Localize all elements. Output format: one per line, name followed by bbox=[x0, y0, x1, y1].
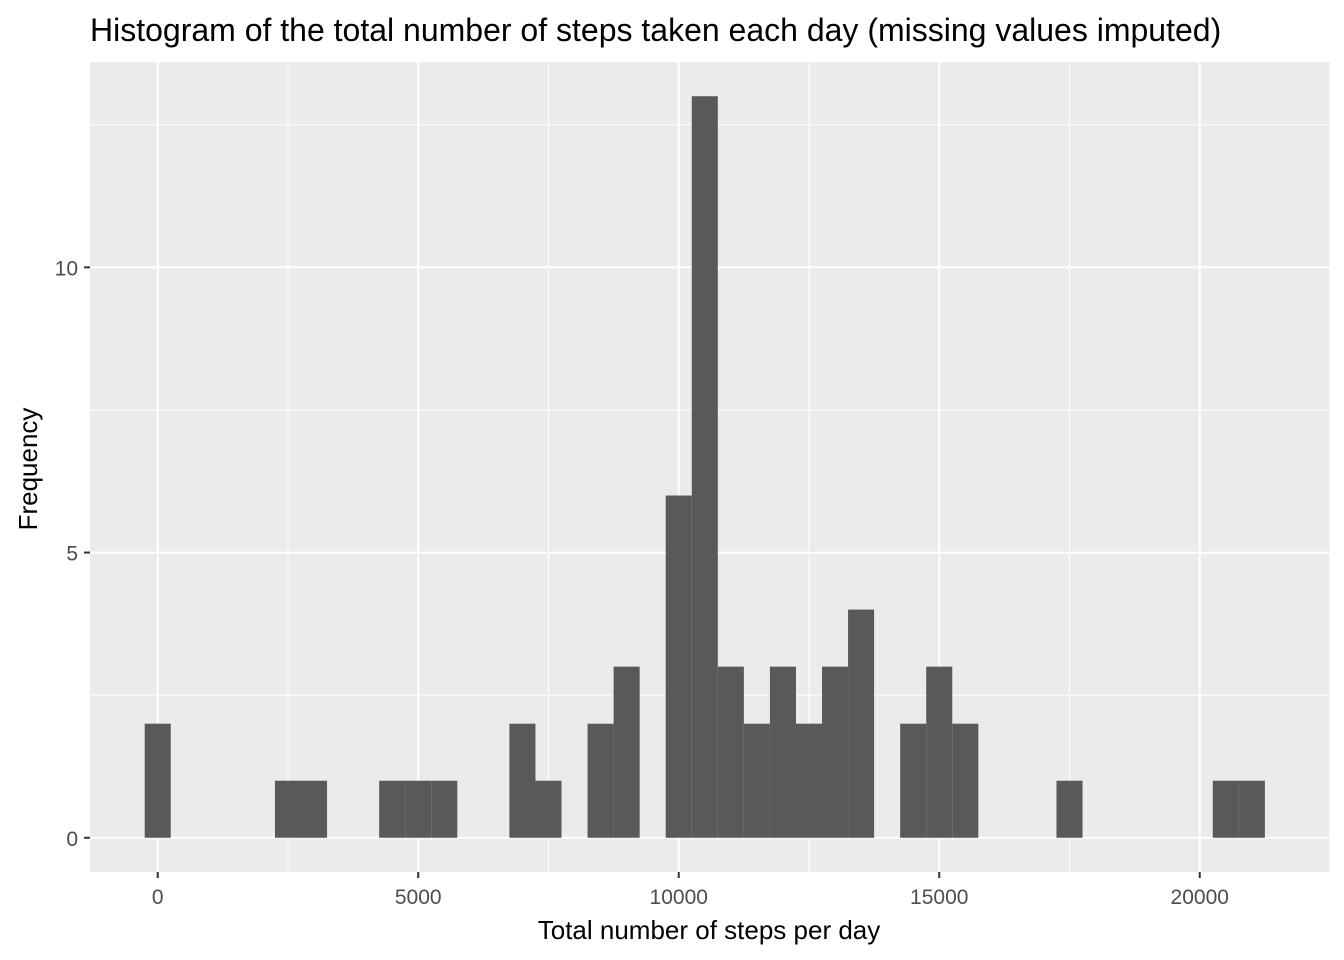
histogram-bar bbox=[717, 666, 744, 838]
x-tick-label: 0 bbox=[152, 886, 164, 909]
x-axis-label: Total number of steps per day bbox=[538, 915, 881, 945]
histogram-bar bbox=[274, 780, 302, 838]
histogram-bar bbox=[691, 96, 718, 838]
x-tick-label: 10000 bbox=[650, 886, 708, 909]
y-axis-label: Frequency bbox=[13, 408, 43, 531]
chart-title: Histogram of the total number of steps t… bbox=[90, 12, 1221, 48]
histogram-bar bbox=[769, 666, 796, 838]
histogram-bar bbox=[587, 723, 614, 838]
histogram-bar bbox=[665, 495, 692, 838]
y-tick-label: 0 bbox=[66, 828, 78, 851]
histogram-bar bbox=[1056, 780, 1083, 838]
histogram-bar bbox=[926, 666, 953, 838]
x-tick-label: 20000 bbox=[1171, 886, 1229, 909]
histogram-bars bbox=[144, 96, 1265, 838]
histogram-bar bbox=[900, 723, 927, 838]
y-axis-ticks: 0 5 10 bbox=[55, 257, 90, 851]
y-tick-label: 5 bbox=[66, 543, 78, 566]
histogram-bar bbox=[613, 666, 640, 838]
histogram-bar bbox=[431, 780, 458, 838]
histogram-bar bbox=[405, 780, 432, 838]
y-tick-label: 10 bbox=[55, 257, 78, 280]
histogram-bar bbox=[822, 666, 849, 838]
histogram-bar bbox=[535, 780, 562, 838]
x-tick-label: 5000 bbox=[395, 886, 442, 909]
histogram-bar bbox=[795, 723, 823, 838]
histogram-bar bbox=[848, 609, 875, 838]
histogram-bar bbox=[379, 780, 406, 838]
histogram-bar bbox=[743, 723, 770, 838]
x-axis-ticks: 0 5000 10000 15000 20000 bbox=[152, 872, 1229, 909]
histogram-bar bbox=[301, 780, 328, 838]
histogram-bar bbox=[952, 723, 979, 838]
x-tick-label: 15000 bbox=[910, 886, 968, 909]
histogram-bar bbox=[1238, 780, 1265, 838]
histogram-bar bbox=[1212, 780, 1239, 838]
histogram-bar bbox=[144, 723, 171, 838]
histogram-bar bbox=[509, 723, 536, 838]
